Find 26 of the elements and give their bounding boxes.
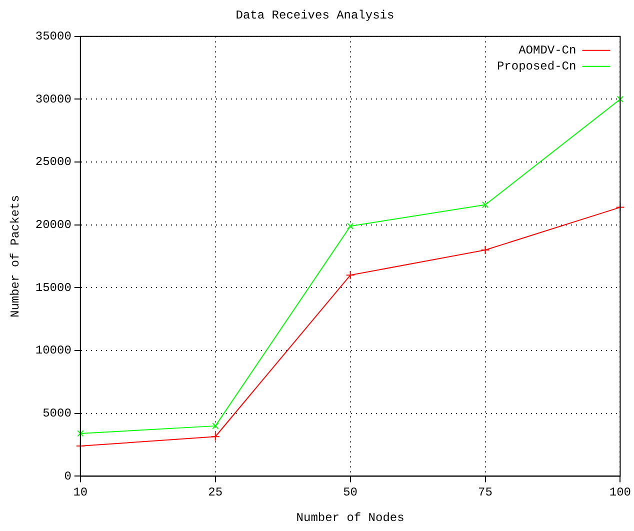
legend-label: Proposed-Cn [496, 60, 576, 74]
y-tick-label: 10000 [35, 344, 72, 358]
y-tick-label: 30000 [35, 92, 72, 106]
point [210, 432, 220, 442]
point [616, 96, 624, 103]
y-tick-label: 20000 [35, 218, 72, 232]
x-axis-title: Number of Nodes [296, 510, 404, 525]
point [77, 430, 84, 437]
y-tick-label: 5000 [42, 406, 72, 421]
x-tick-label: 100 [609, 486, 632, 500]
x-tick-label: 75 [478, 486, 492, 500]
point [346, 270, 355, 280]
x-tick-label: 10 [73, 486, 88, 500]
y-tick-label: 0 [64, 469, 72, 484]
x-tick-label: 50 [343, 486, 358, 500]
y-tick-label: 35000 [35, 30, 72, 44]
chart-title: Data Receives Analysis [236, 8, 394, 22]
y-axis-title: Number of Packets [8, 195, 22, 318]
legend-label: AOMDV-Cn [518, 44, 576, 58]
y-tick-label: 15000 [35, 280, 72, 295]
point [212, 422, 219, 430]
y-tick-label: 25000 [35, 155, 72, 170]
point [346, 222, 354, 230]
point [480, 246, 490, 255]
point [482, 201, 489, 208]
x-tick-label: 25 [208, 486, 223, 500]
